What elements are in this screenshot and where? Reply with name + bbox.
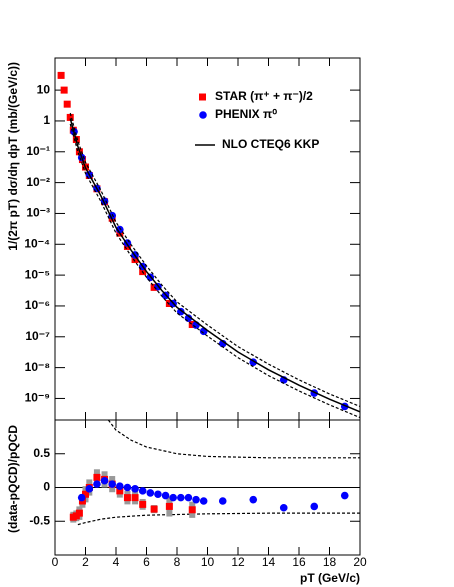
marker [85,485,94,493]
x-tick-label: 16 [292,555,306,569]
y-tick-label: 10⁻⁶ [25,298,50,312]
marker [161,491,170,500]
marker [123,494,131,502]
y-tick-label: 10⁻³ [26,206,50,220]
y-tick-label: 10⁻² [26,175,50,189]
marker [93,473,101,481]
y-tick-label: 0 [43,480,50,494]
marker [108,211,116,220]
marker [93,480,101,488]
x-tick-label: 6 [143,555,150,569]
marker [184,493,193,502]
marker [199,497,208,505]
marker [177,307,185,316]
marker [138,487,147,495]
curve [69,123,360,419]
marker [192,495,200,504]
marker [123,483,132,492]
marker [77,493,86,502]
plot-frame [54,57,361,421]
marker [165,300,173,308]
marker [139,500,147,508]
curve [77,512,360,526]
marker [82,490,89,498]
marker [188,321,196,329]
marker [249,495,258,504]
marker [279,503,288,512]
curve [69,118,360,413]
legend-label: STAR (π⁺ + π⁻)/2 [215,89,313,103]
x-tick-label: 20 [353,555,367,569]
marker [165,502,173,510]
y-tick-label: 10⁻¹ [26,144,50,158]
curve [69,112,360,408]
y-tick-label: 10⁻⁸ [25,360,50,374]
x-tick-label: 14 [262,555,276,569]
marker [116,487,124,495]
y-tick-label: 1 [43,113,50,127]
y-tick-label: 10⁻⁵ [25,267,50,281]
y-axis-label: (data-pQCD)/pQCD [6,425,20,533]
curve [107,420,360,459]
y-tick-label: 10⁻⁹ [25,391,50,405]
marker [177,493,185,502]
marker [63,100,71,108]
x-tick-label: 8 [174,555,181,569]
marker [100,476,109,485]
legend-swatch [199,93,206,101]
marker [150,505,158,513]
marker [340,491,349,500]
marker [75,509,83,517]
marker [146,489,155,497]
x-tick-label: 2 [82,555,89,569]
x-tick-label: 4 [113,555,120,569]
marker [116,482,124,490]
marker [131,494,139,502]
marker [169,493,177,502]
legend-swatch [199,111,207,119]
legend-label: NLO CTEQ6 KKP [222,137,319,151]
marker [218,497,227,505]
marker [310,502,319,511]
marker [188,506,196,514]
marker [66,113,74,121]
y-tick-label: -0.5 [29,513,50,527]
y-tick-label: 10⁻⁴ [24,236,50,250]
y-tick-label: 0.5 [33,446,50,460]
marker [131,256,139,264]
x-tick-label: 18 [323,555,337,569]
y-tick-label: 10⁻⁷ [25,329,50,343]
y-tick-label: 10 [37,82,51,96]
marker [60,86,68,94]
x-tick-label: 0 [52,555,59,569]
marker [108,480,116,488]
y-axis-label: 1/(2π pT) dσ/dη dpT (mb/(GeV/c)) [6,62,20,251]
marker [131,485,139,493]
x-tick-label: 12 [231,555,245,569]
marker [154,490,162,499]
x-tick-label: 10 [201,555,215,569]
legend-label: PHENIX π⁰ [215,107,277,121]
x-axis-label: pT (GeV/c) [300,571,360,585]
marker [57,71,65,79]
